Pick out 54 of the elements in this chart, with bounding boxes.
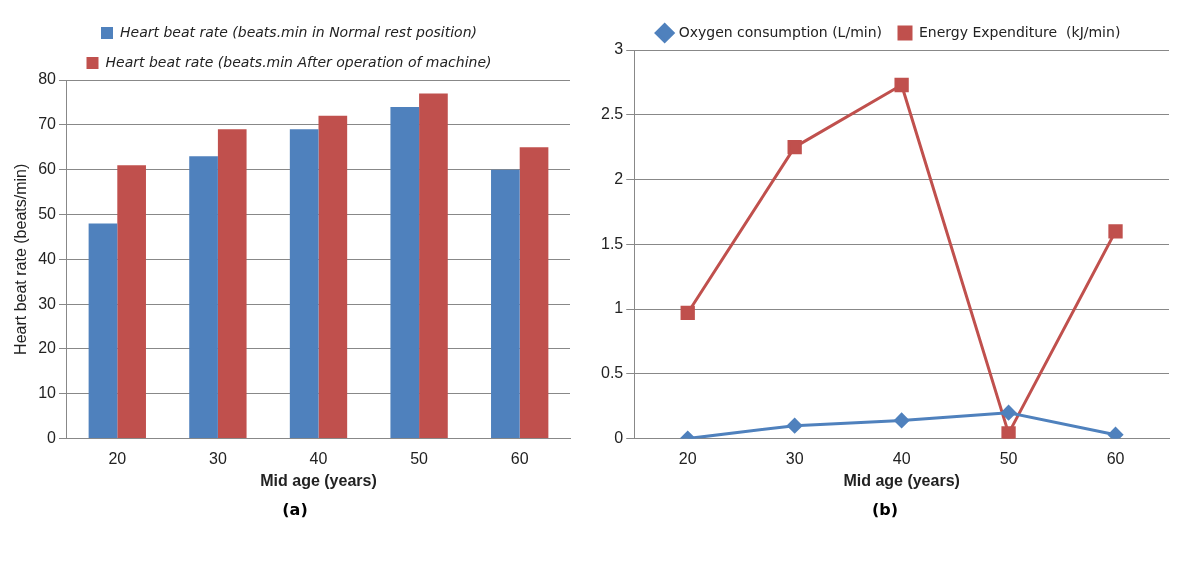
x-tick-label: 20 <box>678 449 697 467</box>
y-tick-label: 2 <box>614 169 624 187</box>
y-tick-label: 0.5 <box>600 364 624 382</box>
bar <box>289 129 319 439</box>
legend-label: Energy Expenditure (kJ/min) <box>919 23 1121 40</box>
point <box>1001 426 1016 439</box>
legend-label: Oxygen consumption (L/min) <box>678 23 883 40</box>
legend-label: Heart beat rate (beats.min After operation of machine) <box>105 53 492 70</box>
bar <box>189 156 218 439</box>
y-tick-label: 30 <box>38 294 57 312</box>
x-tick-label: 50 <box>999 449 1018 467</box>
x-tick-label: 60 <box>510 449 529 467</box>
y-tick-label: 0 <box>614 429 624 447</box>
text: (a) <box>281 500 309 519</box>
bar <box>318 115 348 439</box>
bar <box>519 147 549 439</box>
y-tick-label: 20 <box>38 339 57 357</box>
y-tick-label: 3 <box>614 40 624 58</box>
y-tick-label: 40 <box>38 249 57 267</box>
y-tick-label: 50 <box>38 204 57 222</box>
y-axis-title: Heart beat rate (beats/min) <box>12 163 30 355</box>
y-tick-label: 0 <box>47 429 57 447</box>
y-tick-label: 1.5 <box>600 234 624 252</box>
x-tick-label: 60 <box>1106 449 1125 467</box>
y-tick-label: 60 <box>38 160 57 178</box>
point <box>1108 427 1124 439</box>
point <box>787 139 802 155</box>
x-axis-title: Mid age (years) <box>843 471 960 489</box>
y-tick-label: 70 <box>38 115 57 133</box>
bar <box>217 129 247 439</box>
y-tick-label: 1 <box>614 299 624 317</box>
bar <box>419 93 448 439</box>
x-tick-label: 40 <box>892 449 911 467</box>
bar <box>117 165 146 439</box>
x-tick-label: 50 <box>410 449 429 467</box>
y-tick-label: 10 <box>38 384 57 402</box>
y-tick-label: 2.5 <box>600 105 624 123</box>
x-axis-title: Mid age (years) <box>260 471 377 489</box>
point <box>1108 224 1123 239</box>
bar <box>491 169 520 439</box>
bar <box>390 106 420 439</box>
legend-label: Heart beat rate (beats.min in Normal rest position) <box>119 23 478 40</box>
x-tick-label: 30 <box>209 449 227 467</box>
point <box>894 412 910 428</box>
bar <box>88 223 118 439</box>
text: (b) <box>870 500 900 519</box>
x-tick-label: 30 <box>785 449 804 467</box>
point <box>894 77 909 93</box>
x-tick-label: 40 <box>309 449 328 467</box>
y-tick-label: 80 <box>38 70 57 88</box>
point <box>680 305 695 321</box>
x-tick-label: 20 <box>108 449 127 467</box>
point <box>1001 405 1017 421</box>
point <box>787 418 803 434</box>
